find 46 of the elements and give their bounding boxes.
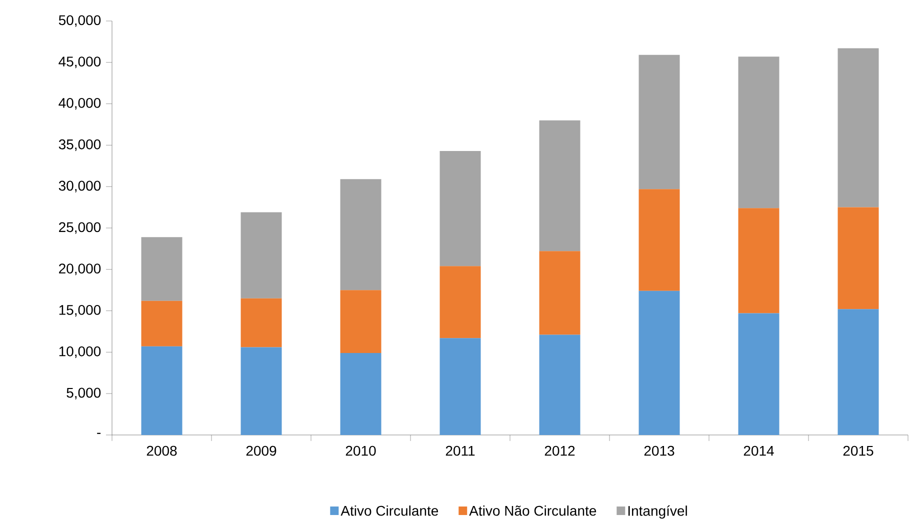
bar <box>141 237 182 301</box>
y-tick-label: 15,000 <box>59 304 101 317</box>
y-tick-label: 45,000 <box>58 56 101 68</box>
y-tick-label: 10,000 <box>59 346 101 358</box>
x-tick-label: 2015 <box>843 446 874 456</box>
bar <box>838 48 879 208</box>
legend-label: Ativo Circulante <box>340 505 438 516</box>
x-tick-label: 2010 <box>346 446 376 456</box>
bar <box>340 179 382 290</box>
bar <box>240 298 282 348</box>
legend-label: Intangível <box>628 505 687 519</box>
y-tick-label: - <box>97 432 101 434</box>
bar <box>141 346 182 435</box>
bar <box>738 56 780 208</box>
bar <box>838 207 879 310</box>
bar <box>738 313 780 435</box>
x-tick-label: 2013 <box>644 446 674 456</box>
bar <box>440 150 481 266</box>
y-tick-label: 30,000 <box>58 180 101 192</box>
x-tick-label: 2014 <box>744 446 774 456</box>
bar <box>638 54 680 190</box>
x-tick-label: 2012 <box>544 446 575 456</box>
y-tick-label: 20,000 <box>59 264 101 276</box>
bar <box>141 300 182 346</box>
bar <box>638 189 680 291</box>
x-tick-label: 2009 <box>246 446 276 456</box>
y-tick-label: 35,000 <box>58 139 101 151</box>
bar <box>838 309 879 435</box>
y-tick-label: 50,000 <box>58 15 101 27</box>
bar <box>638 290 680 435</box>
bar <box>240 212 282 298</box>
legend-label: Ativo Não Circulante <box>469 505 596 516</box>
bar <box>738 208 780 314</box>
x-tick-label: 2011 <box>446 446 475 456</box>
bar <box>440 338 481 435</box>
y-tick-label: 40,000 <box>58 98 101 110</box>
y-tick-label: 5,000 <box>66 388 101 400</box>
bar <box>539 251 580 335</box>
y-tick-label: 25,000 <box>59 222 101 234</box>
bar <box>539 120 580 252</box>
bar <box>539 334 580 435</box>
bar <box>340 353 382 435</box>
bar <box>240 347 282 435</box>
bar <box>440 266 481 338</box>
x-tick-label: 2008 <box>146 446 177 456</box>
bar <box>340 290 382 354</box>
